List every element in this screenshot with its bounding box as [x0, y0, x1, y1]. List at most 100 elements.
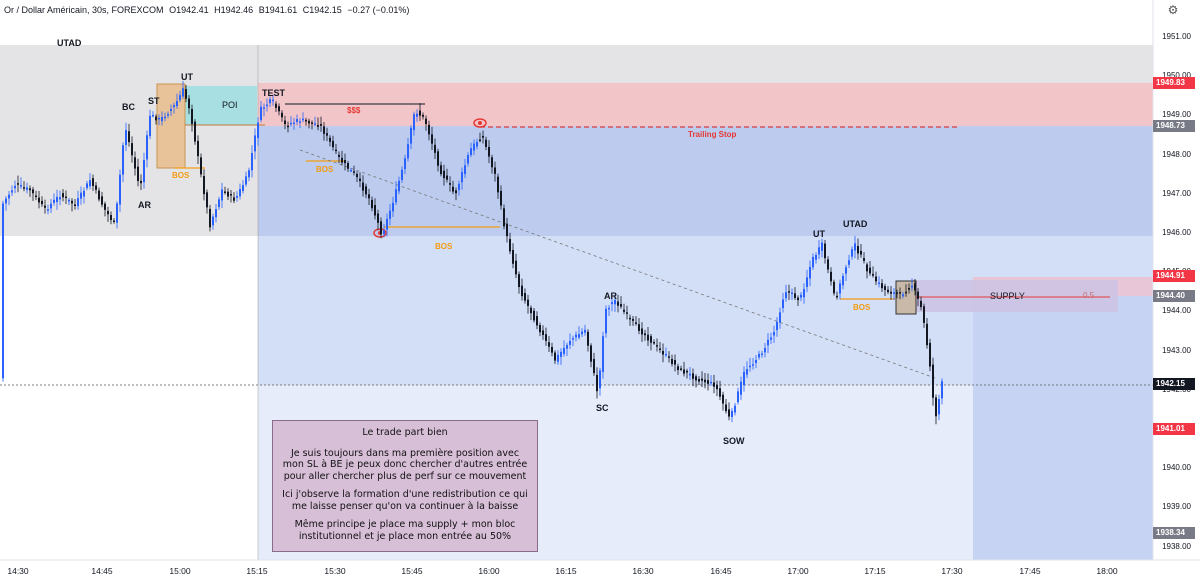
candle-body [86, 183, 88, 189]
candle-body [365, 186, 367, 195]
candle-body [458, 183, 460, 191]
gear-icon[interactable]: ⚙ [1167, 3, 1179, 17]
candle-body [653, 342, 655, 344]
candle-body [623, 309, 625, 312]
candle-body [431, 134, 433, 144]
candle-body [842, 275, 844, 286]
candle-body [17, 183, 19, 185]
candle-body [791, 292, 793, 295]
candle-body [725, 404, 727, 412]
candle-body [20, 185, 22, 187]
candle-body [593, 359, 595, 374]
candle-body [278, 106, 280, 112]
candle-body [647, 334, 649, 341]
candle-body [857, 245, 859, 254]
candle-body [395, 189, 397, 203]
candle-body [479, 139, 481, 142]
candle-body [917, 291, 919, 299]
label-utad-top: UTAD [57, 38, 82, 48]
price-badge: 1941.01 [1153, 422, 1195, 435]
note-title: Le trade part bien [362, 427, 448, 438]
candle-body [344, 160, 346, 164]
ohlc-close: C1942.15 [302, 5, 342, 15]
price-badge: 1949.83 [1153, 76, 1195, 89]
candle-body [224, 191, 226, 193]
candle-body [440, 165, 442, 175]
candle-body [230, 194, 232, 196]
candle-body [605, 308, 607, 334]
range-zone-right [258, 45, 1153, 83]
label-sc: SC [596, 403, 609, 413]
candle-body [50, 203, 52, 209]
price-badge: 1948.73 [1153, 119, 1195, 132]
candle-body [782, 299, 784, 309]
candle-body [89, 180, 91, 187]
candle-body [437, 151, 439, 166]
candle-body [740, 381, 742, 395]
candle-body [449, 183, 451, 185]
candle-body [734, 405, 736, 413]
candle-body [818, 247, 820, 255]
price-badge: 1944.91 [1153, 269, 1195, 282]
candle-body [692, 373, 694, 379]
trade-note[interactable]: Le trade part bien Je suis toujours dans… [272, 420, 538, 552]
candle-body [920, 300, 922, 308]
candle-body [377, 213, 379, 223]
candle-body [173, 105, 175, 108]
eye-icon [473, 118, 487, 128]
candle-body [32, 189, 34, 194]
candle-body [494, 167, 496, 174]
candle-body [146, 135, 148, 160]
candle-body [422, 114, 424, 117]
label-ar-left: AR [138, 200, 151, 210]
candle-body [80, 192, 82, 199]
price-tick-label: 1948.00 [1162, 149, 1191, 159]
candle-body [527, 299, 529, 306]
candle-body [326, 133, 328, 136]
symbol-header[interactable]: Or / Dollar Américain, 30s, FOREXCOM O19… [4, 5, 412, 15]
candle-body [179, 95, 181, 101]
candle-body [257, 122, 259, 139]
candle-body [356, 173, 358, 178]
candle-body [761, 353, 763, 356]
candle-body [203, 175, 205, 195]
candle-body [428, 124, 430, 135]
symbol-description[interactable]: Or / Dollar Américain, 30s, FOREXCOM [4, 5, 164, 15]
candle-body [710, 381, 712, 384]
label-bos-3: BOS [435, 242, 453, 251]
candle-body [689, 373, 691, 376]
candle-body [602, 336, 604, 373]
candle-body [8, 194, 10, 199]
candle-body [503, 208, 505, 227]
time-tick-label: 17:00 [787, 566, 809, 576]
candle-body [332, 140, 334, 148]
trend-line [299, 149, 936, 379]
candle-body [674, 360, 676, 365]
candle-body [134, 157, 136, 169]
candle-body [296, 119, 298, 122]
candle-body [860, 250, 862, 255]
candle-body [581, 331, 583, 335]
candle-body [758, 353, 760, 358]
candle-body [137, 166, 139, 182]
candle-body [281, 112, 283, 118]
candle-body [185, 89, 187, 99]
candle-body [803, 289, 805, 298]
candle-body [545, 334, 547, 341]
candle-body [239, 189, 241, 197]
time-tick-label: 15:00 [169, 566, 191, 576]
candle-body [401, 169, 403, 181]
candle-body [596, 374, 598, 392]
candle-body [242, 185, 244, 192]
candle-body [248, 170, 250, 178]
time-tick-label: 17:45 [1019, 566, 1041, 576]
candle-body [698, 379, 700, 382]
candle-body [314, 123, 316, 125]
candle-body [212, 216, 214, 226]
candle-body [875, 276, 877, 282]
time-tick-label: 18:00 [1096, 566, 1118, 576]
candle-body [371, 199, 373, 209]
label-bos-1: BOS [172, 171, 190, 180]
